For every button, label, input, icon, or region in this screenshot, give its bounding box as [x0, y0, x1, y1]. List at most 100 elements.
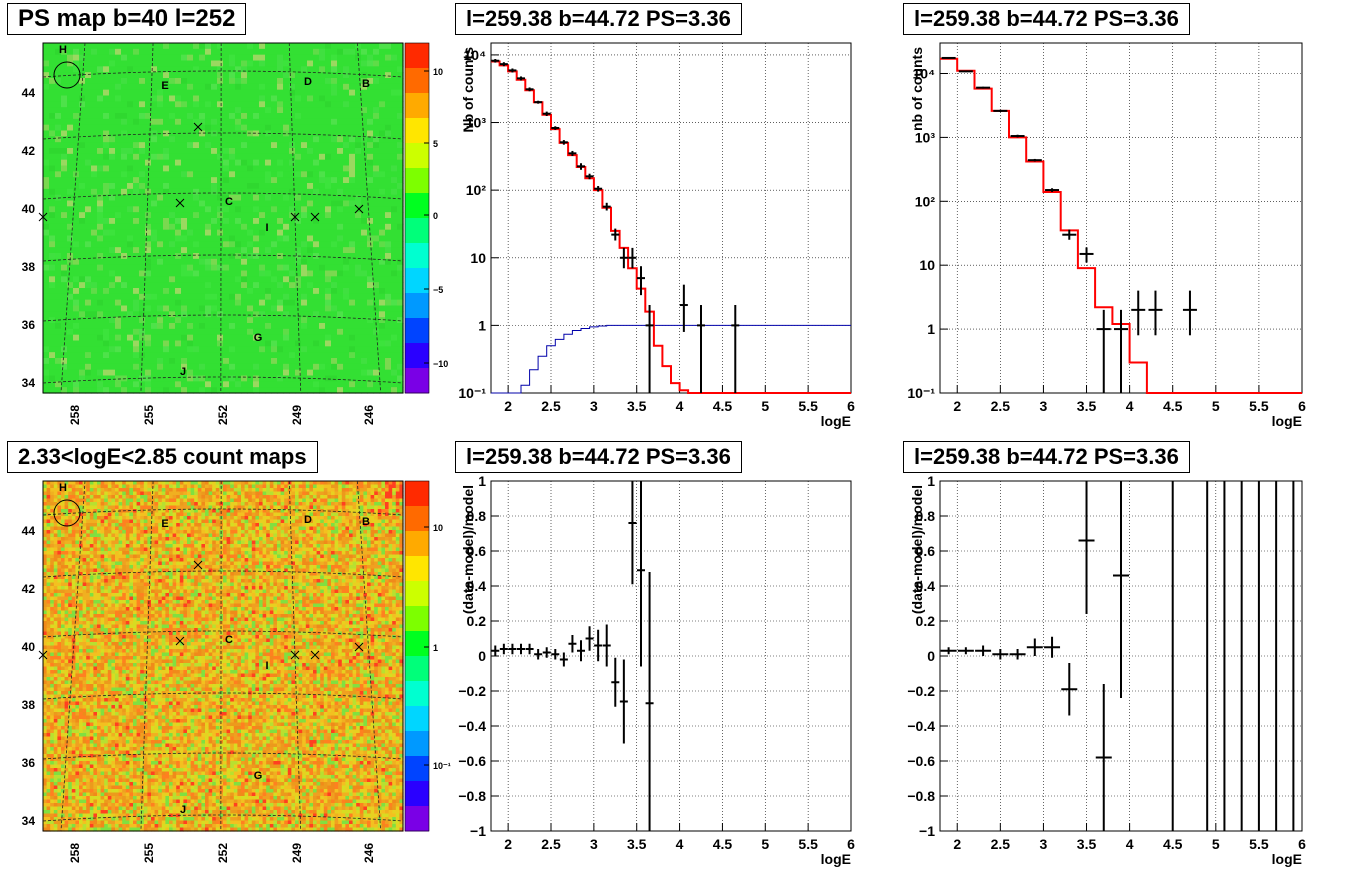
spectrum-2-title: l=259.38 b=44.72 PS=3.36 — [903, 3, 1190, 35]
spectrum_1-x-tick-label: 6 — [847, 398, 855, 414]
residual_1-x-tick-label: 3.5 — [627, 836, 647, 852]
count_map-source-label-d: D — [304, 514, 312, 526]
spectrum_1-y-axis-label: Nb of counts — [460, 47, 476, 133]
spectrum_1-plot-frame — [490, 42, 852, 394]
residual_2-y-tick-label: −1 — [919, 823, 935, 839]
residual_1-y-tick-label: −0.4 — [458, 718, 486, 734]
spectrum_2-x-axis-label: logE — [1272, 413, 1302, 429]
spectrum_1-x-tick-label: 2.5 — [541, 398, 561, 414]
ps_map-source-cross — [175, 198, 185, 208]
ps_map-colorbar-tick-label: −5 — [433, 285, 443, 295]
count_map-source-label-i: I — [265, 660, 268, 672]
residual_1-x-tick-label: 4.5 — [713, 836, 733, 852]
spectrum_2-y-tick-label: 10⁴ — [913, 65, 936, 81]
ps_map-source-label-c: C — [225, 196, 233, 208]
spectrum_1-y-tick-label: 10⁴ — [464, 47, 487, 63]
residual_1-x-tick-label: 6 — [847, 836, 855, 852]
spectrum_1-y-tick-label: 10⁻¹ — [458, 385, 486, 401]
count_map-source-cross — [175, 636, 185, 646]
ps_map-colorbar-tick-label: 5 — [433, 139, 438, 149]
count_map-colorbar-segment — [405, 581, 429, 607]
ps_map-x-tick-label: 246 — [362, 405, 376, 425]
spectrum-1-title: l=259.38 b=44.72 PS=3.36 — [455, 3, 742, 35]
count_map-x-tick-label: 246 — [362, 843, 376, 863]
residual_1-y-tick-label: 0.6 — [467, 543, 487, 559]
ps_map-source-label-e: E — [161, 80, 168, 92]
count_map-lat-line — [42, 508, 404, 516]
spectrum_2-x-tick-label: 4 — [1126, 398, 1134, 414]
count_map-colorbar-segment — [405, 706, 429, 732]
ps_map-source-label-d: D — [304, 76, 312, 88]
spectrum_1-x-tick-label: 3 — [590, 398, 598, 414]
count_map-source-cross — [193, 560, 203, 570]
ps_map-colorbar-segment — [405, 193, 429, 219]
count_map-y-tick-label: 44 — [22, 524, 36, 538]
spectrum_1-x-tick-label: 4 — [676, 398, 684, 414]
ps_map-source-label-h: H — [59, 44, 67, 56]
ps_map-colorbar-frame — [404, 42, 430, 394]
ps_map-source-label-i: I — [265, 222, 268, 234]
residual_2-x-tick-label: 2 — [953, 836, 961, 852]
count_map-colorbar-segment — [405, 731, 429, 757]
count_map-colorbar-segment — [405, 656, 429, 682]
count_map-colorbar-frame — [404, 480, 430, 832]
ps_map-source-cross — [354, 204, 364, 214]
residual-2-title: l=259.38 b=44.72 PS=3.36 — [903, 441, 1190, 473]
ps_map-colorbar-segment — [405, 168, 429, 194]
residual_2-x-tick-label: 3 — [1040, 836, 1048, 852]
ps_map-colorbar-segment — [405, 143, 429, 169]
spectrum_1-x-tick-label: 4.5 — [713, 398, 733, 414]
ps_map-y-tick-label: 36 — [22, 318, 36, 332]
count_map-y-tick-label: 34 — [22, 814, 36, 828]
residual_1-x-tick-label: 4 — [676, 836, 684, 852]
residual_1-y-tick-label: −0.6 — [458, 753, 486, 769]
count_map-source-circle — [53, 499, 81, 527]
spectrum_2-x-tick-label: 2 — [953, 398, 961, 414]
ps_map-plot — [43, 43, 404, 394]
ps_map-colorbar-segment — [405, 243, 429, 269]
count_map-colorbar-tick-label: 10⁻¹ — [433, 761, 451, 771]
spectrum_1-x-axis-label: logE — [821, 413, 851, 429]
residual-1-title: l=259.38 b=44.72 PS=3.36 — [455, 441, 742, 473]
spectrum_2-y-tick-label: 10 — [919, 257, 935, 273]
count_map-colorbar-segment — [405, 556, 429, 582]
ps_map-colorbar-tick-label: 10 — [433, 67, 443, 77]
residual_2-y-tick-label: 0 — [927, 648, 935, 664]
spectrum_2-x-tick-label: 4.5 — [1163, 398, 1183, 414]
count_map-source-label-c: C — [225, 634, 233, 646]
ps_map-colorbar-segment — [405, 268, 429, 294]
ps_map-colorbar-segment — [405, 218, 429, 244]
ps_map-y-tick-label: 38 — [22, 260, 36, 274]
spectrum_2-y-tick-label: 1 — [927, 321, 935, 337]
count_map-source-label-g: G — [254, 770, 263, 782]
count_map-source-cross — [354, 642, 364, 652]
count_map-source-label-j: J — [180, 804, 186, 816]
residual_2-x-tick-label: 5.5 — [1249, 836, 1269, 852]
count_map-lat-line — [42, 814, 404, 822]
count_map-lon-line — [356, 480, 382, 832]
count_map-y-tick-label: 38 — [22, 698, 36, 712]
spectrum_1-y-tick-label: 10² — [466, 182, 487, 198]
spectrum_2-x-tick-label: 3 — [1040, 398, 1048, 414]
ps_map-source-label-g: G — [254, 332, 263, 344]
ps_map-source-label-b: B — [362, 78, 370, 90]
ps_map-lon-line — [288, 42, 302, 394]
residual_1-x-tick-label: 3 — [590, 836, 598, 852]
ps_map-x-tick-label: 255 — [142, 405, 156, 425]
residual_2-x-axis-label: logE — [1272, 851, 1302, 867]
residual_1-y-tick-label: 0.2 — [467, 613, 487, 629]
ps_map-colorbar-segment — [405, 368, 429, 394]
residual_2-y-tick-label: −0.6 — [907, 753, 935, 769]
count_map-colorbar-segment — [405, 806, 429, 832]
count_map-lat-line — [42, 630, 404, 638]
residual_1-x-tick-label: 2.5 — [541, 836, 561, 852]
ps_map-y-tick-label: 42 — [22, 144, 36, 158]
count_map-lat-line — [42, 570, 404, 578]
ps_map-lon-line — [140, 42, 154, 394]
spectrum_1-y-tick-label: 10 — [470, 250, 486, 266]
residual_2-y-axis-label: (data-model)/model — [909, 485, 925, 614]
count_map-source-cross — [290, 650, 300, 660]
ps_map-y-tick-label: 44 — [22, 86, 36, 100]
count-map-title: 2.33<logE<2.85 count maps — [7, 441, 318, 473]
count_map-lon-line — [60, 480, 86, 832]
